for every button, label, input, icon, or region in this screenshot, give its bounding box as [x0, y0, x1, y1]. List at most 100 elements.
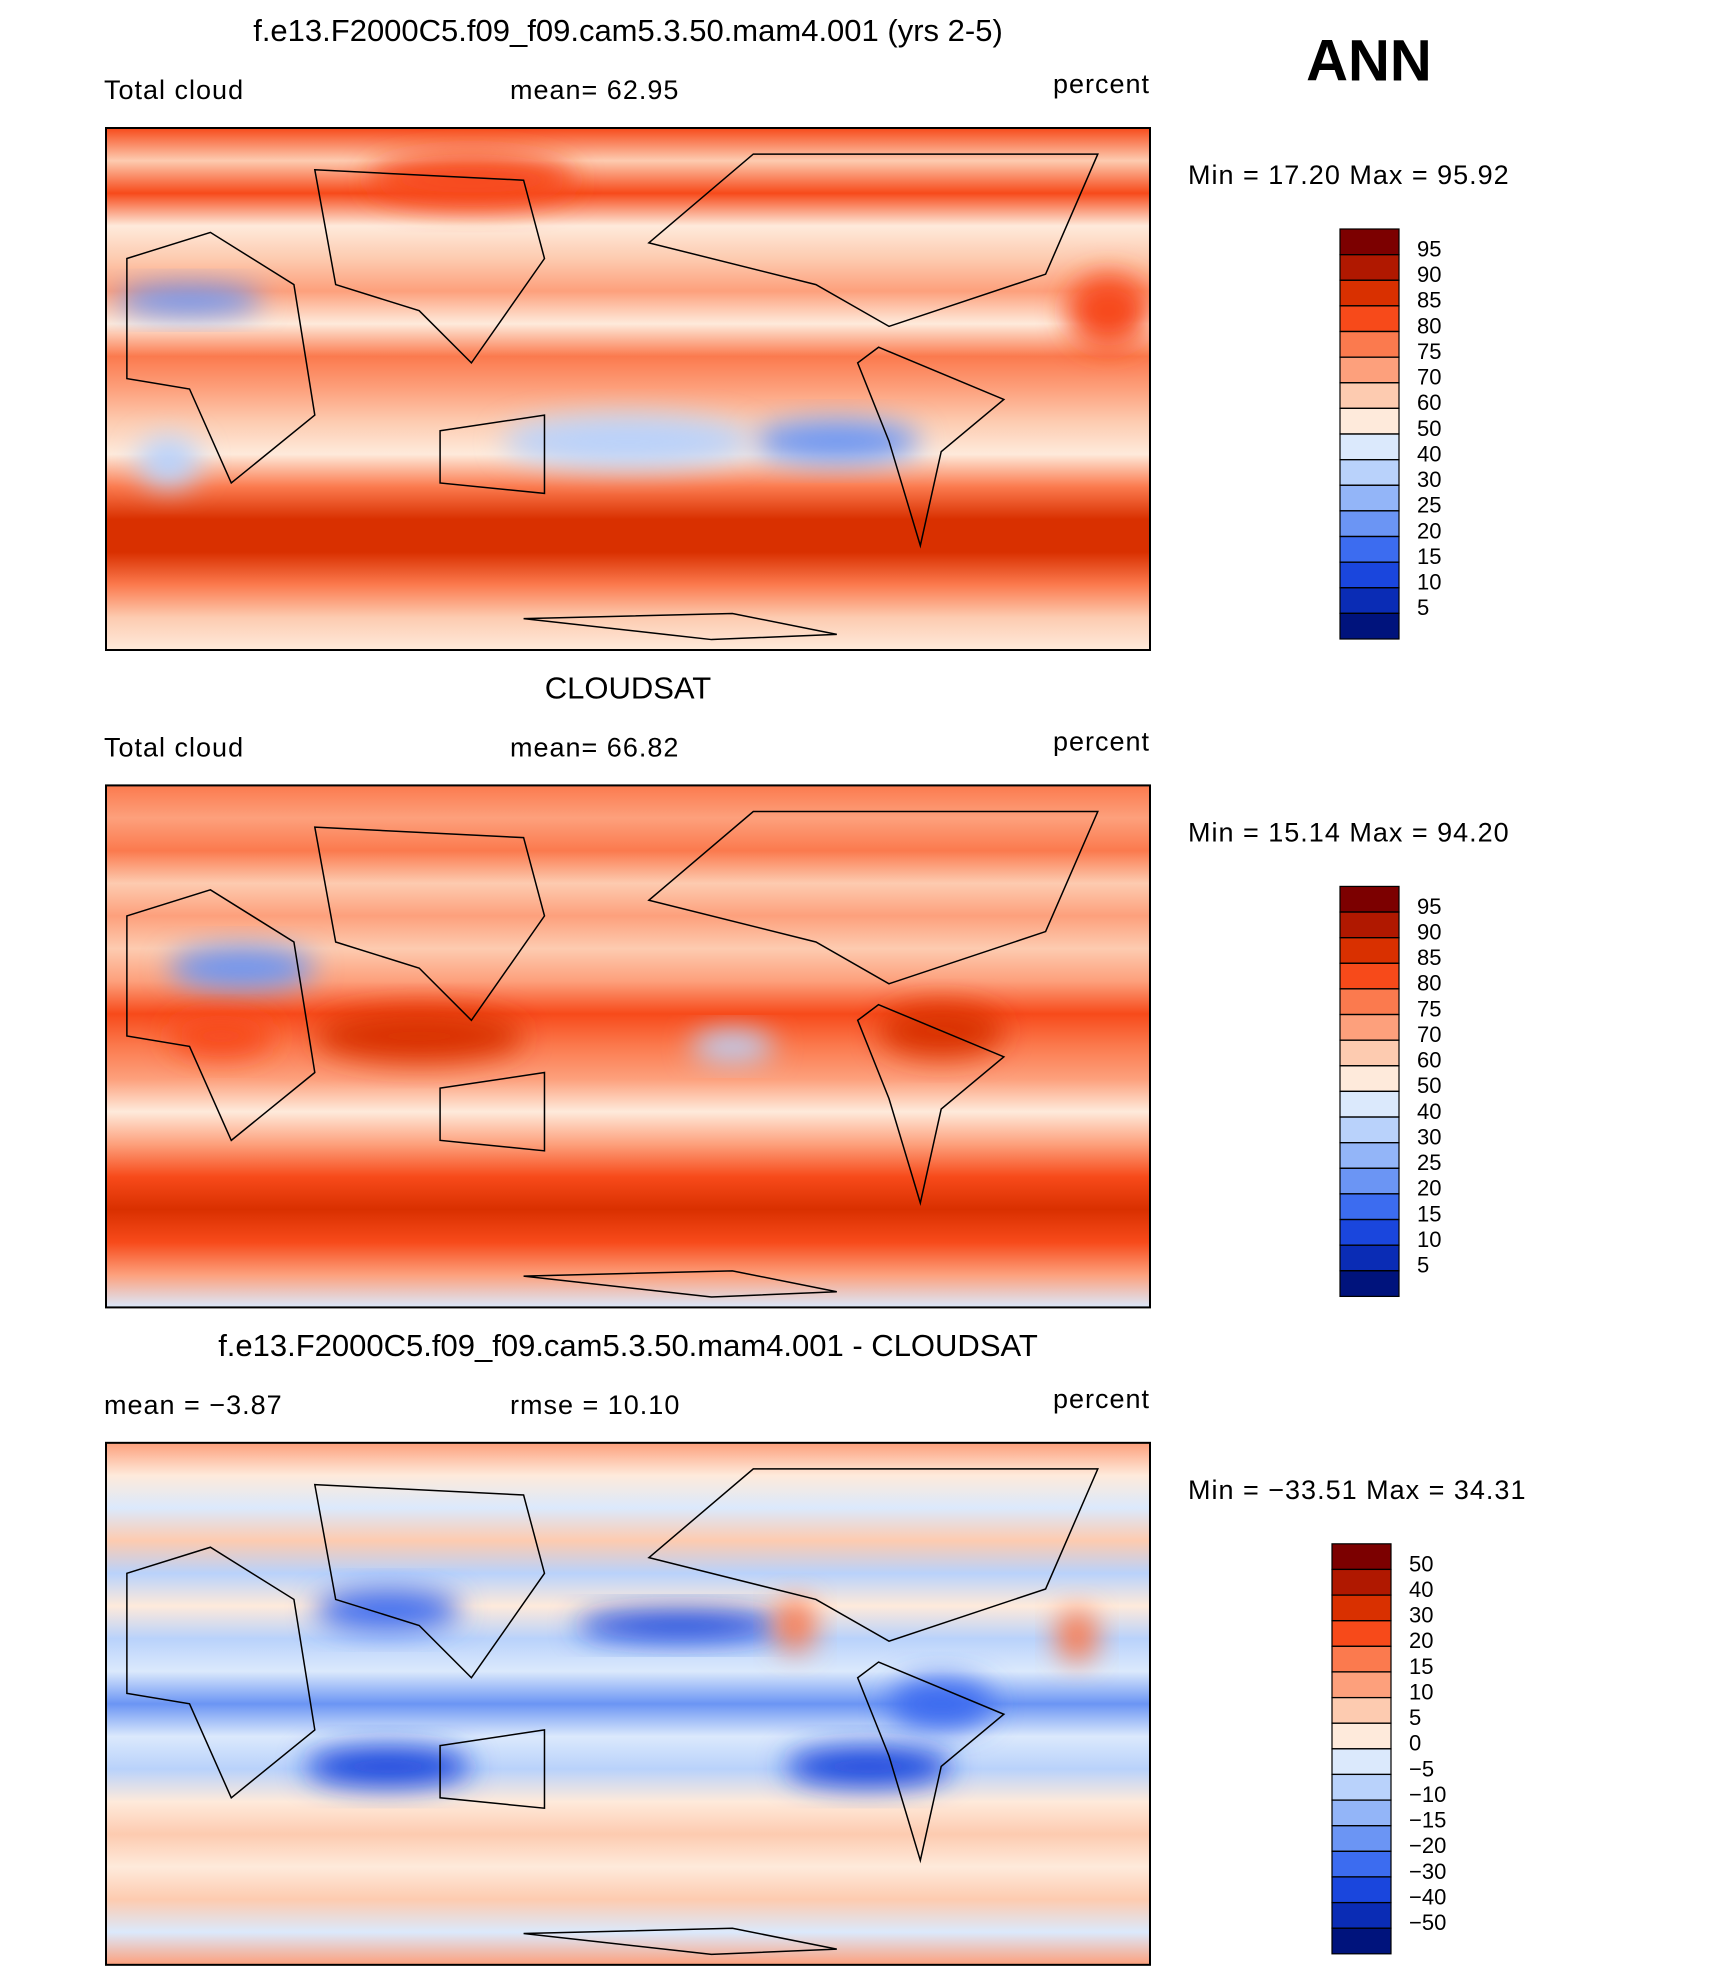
coastline — [126, 1546, 316, 1799]
center-label: rmse = 10.10 — [510, 1390, 680, 1420]
colorbar-label: 75 — [1417, 339, 1441, 364]
coastline — [126, 231, 316, 485]
colorbar-box — [1331, 1773, 1392, 1801]
colorbar-label: 50 — [1417, 1073, 1441, 1098]
colorbar-label: 30 — [1417, 467, 1441, 492]
colorbar-label: 40 — [1417, 441, 1441, 466]
coastline — [523, 1270, 837, 1298]
colorbar-label: 20 — [1409, 1628, 1433, 1653]
coastline — [313, 168, 546, 365]
colorbar-label: 25 — [1417, 1150, 1441, 1175]
colorbar-label: −20 — [1409, 1833, 1446, 1858]
colorbar-box — [1339, 561, 1400, 589]
colorbar-box — [1339, 1218, 1400, 1246]
coastline — [523, 612, 837, 641]
colorbar-box — [1339, 459, 1400, 486]
field-feature — [690, 1030, 775, 1063]
colorbar-label: 60 — [1417, 390, 1441, 415]
colorbar-box — [1331, 1696, 1392, 1724]
colorbar-label: 10 — [1417, 1227, 1441, 1252]
field-feature — [753, 420, 921, 463]
colorbar-box — [1339, 228, 1400, 256]
colorbar-box — [1331, 1620, 1392, 1647]
colorbar-box — [1339, 1013, 1400, 1041]
colorbar-label: 5 — [1409, 1705, 1421, 1730]
min-max: Min = 15.14 Max = 94.20 — [1188, 818, 1510, 848]
colorbar-box — [1331, 1748, 1392, 1776]
field-feature — [1066, 274, 1150, 348]
coastline — [856, 1661, 1006, 1864]
colorbar-label: 15 — [1417, 544, 1441, 569]
colorbar-box — [1339, 988, 1400, 1016]
colorbar-box — [1339, 330, 1400, 358]
min-max: Min = 17.20 Max = 95.92 — [1188, 160, 1510, 190]
colorbar-box — [1339, 937, 1400, 964]
colorbar-box — [1331, 1594, 1392, 1622]
colorbar-box — [1339, 1116, 1400, 1144]
colorbar-label: −30 — [1409, 1859, 1446, 1884]
field-feature — [168, 1015, 274, 1057]
panel-title: f.e13.F2000C5.f09_f09.cam5.3.50.mam4.001… — [253, 13, 1003, 48]
field-feature — [502, 415, 754, 468]
colorbar-box — [1339, 407, 1400, 435]
colorbar-label: 90 — [1417, 919, 1441, 944]
field-feature — [116, 284, 263, 316]
panel-title: f.e13.F2000C5.f09_f09.cam5.3.50.mam4.001… — [218, 1328, 1038, 1363]
units-label: percent — [1053, 727, 1150, 757]
units-label: percent — [1053, 1384, 1150, 1414]
map-frame — [105, 784, 1151, 1309]
colorbar-label: 20 — [1417, 1176, 1441, 1201]
colorbar-box — [1331, 1543, 1392, 1571]
colorbar-label: 80 — [1417, 971, 1441, 996]
map-frame — [105, 127, 1151, 651]
colorbar-label: 15 — [1409, 1654, 1433, 1679]
colorbar-box — [1339, 1090, 1400, 1118]
field-feature — [314, 1009, 524, 1063]
colorbar-box — [1339, 305, 1400, 333]
colorbar-label: 85 — [1417, 288, 1441, 313]
coastline — [439, 1071, 546, 1152]
field-feature — [774, 1599, 816, 1652]
coastline — [439, 1729, 546, 1810]
colorbar-box — [1339, 382, 1400, 409]
field-feature — [304, 1745, 472, 1788]
field-feature — [889, 1677, 994, 1730]
colorbar-box — [1339, 535, 1400, 563]
field-feature — [575, 1609, 785, 1642]
colorbar-label: 70 — [1417, 1022, 1441, 1047]
colorbar-label: 40 — [1409, 1577, 1433, 1602]
colorbar-label: 90 — [1417, 262, 1441, 287]
colorbar-label: 60 — [1417, 1048, 1441, 1073]
coastline — [313, 826, 546, 1022]
map-field — [106, 1442, 1150, 1965]
colorbar-label: 5 — [1417, 595, 1429, 620]
colorbar-box — [1339, 911, 1400, 939]
colorbar-box — [1331, 1876, 1392, 1904]
colorbar-box — [1331, 1722, 1392, 1750]
colorbar-label: −50 — [1409, 1910, 1446, 1935]
colorbar-box — [1339, 279, 1400, 307]
coastline — [856, 1003, 1006, 1206]
colorbar-label: 50 — [1417, 416, 1441, 441]
colorbar-box — [1339, 1244, 1400, 1272]
colorbar-box — [1339, 1065, 1400, 1093]
colorbar-box — [1331, 1799, 1392, 1827]
colorbar-label: 15 — [1417, 1201, 1441, 1226]
colorbar-box — [1331, 1645, 1392, 1673]
colorbar-label: 10 — [1409, 1679, 1433, 1704]
colorbar-label: 95 — [1417, 236, 1441, 261]
colorbar-label: 25 — [1417, 493, 1441, 518]
coastline — [126, 888, 316, 1142]
center-label: mean= 62.95 — [510, 75, 679, 105]
colorbar-box — [1339, 1039, 1400, 1067]
colorbar-box — [1339, 885, 1400, 913]
panel-title: CLOUDSAT — [545, 671, 712, 706]
coastline — [523, 1927, 837, 1956]
coastline — [647, 1468, 1099, 1642]
colorbar-label: 40 — [1417, 1099, 1441, 1124]
colorbar-label: 30 — [1409, 1603, 1433, 1628]
colorbar-box — [1339, 587, 1400, 614]
center-label: mean= 66.82 — [510, 733, 679, 763]
coastline — [313, 1483, 546, 1679]
